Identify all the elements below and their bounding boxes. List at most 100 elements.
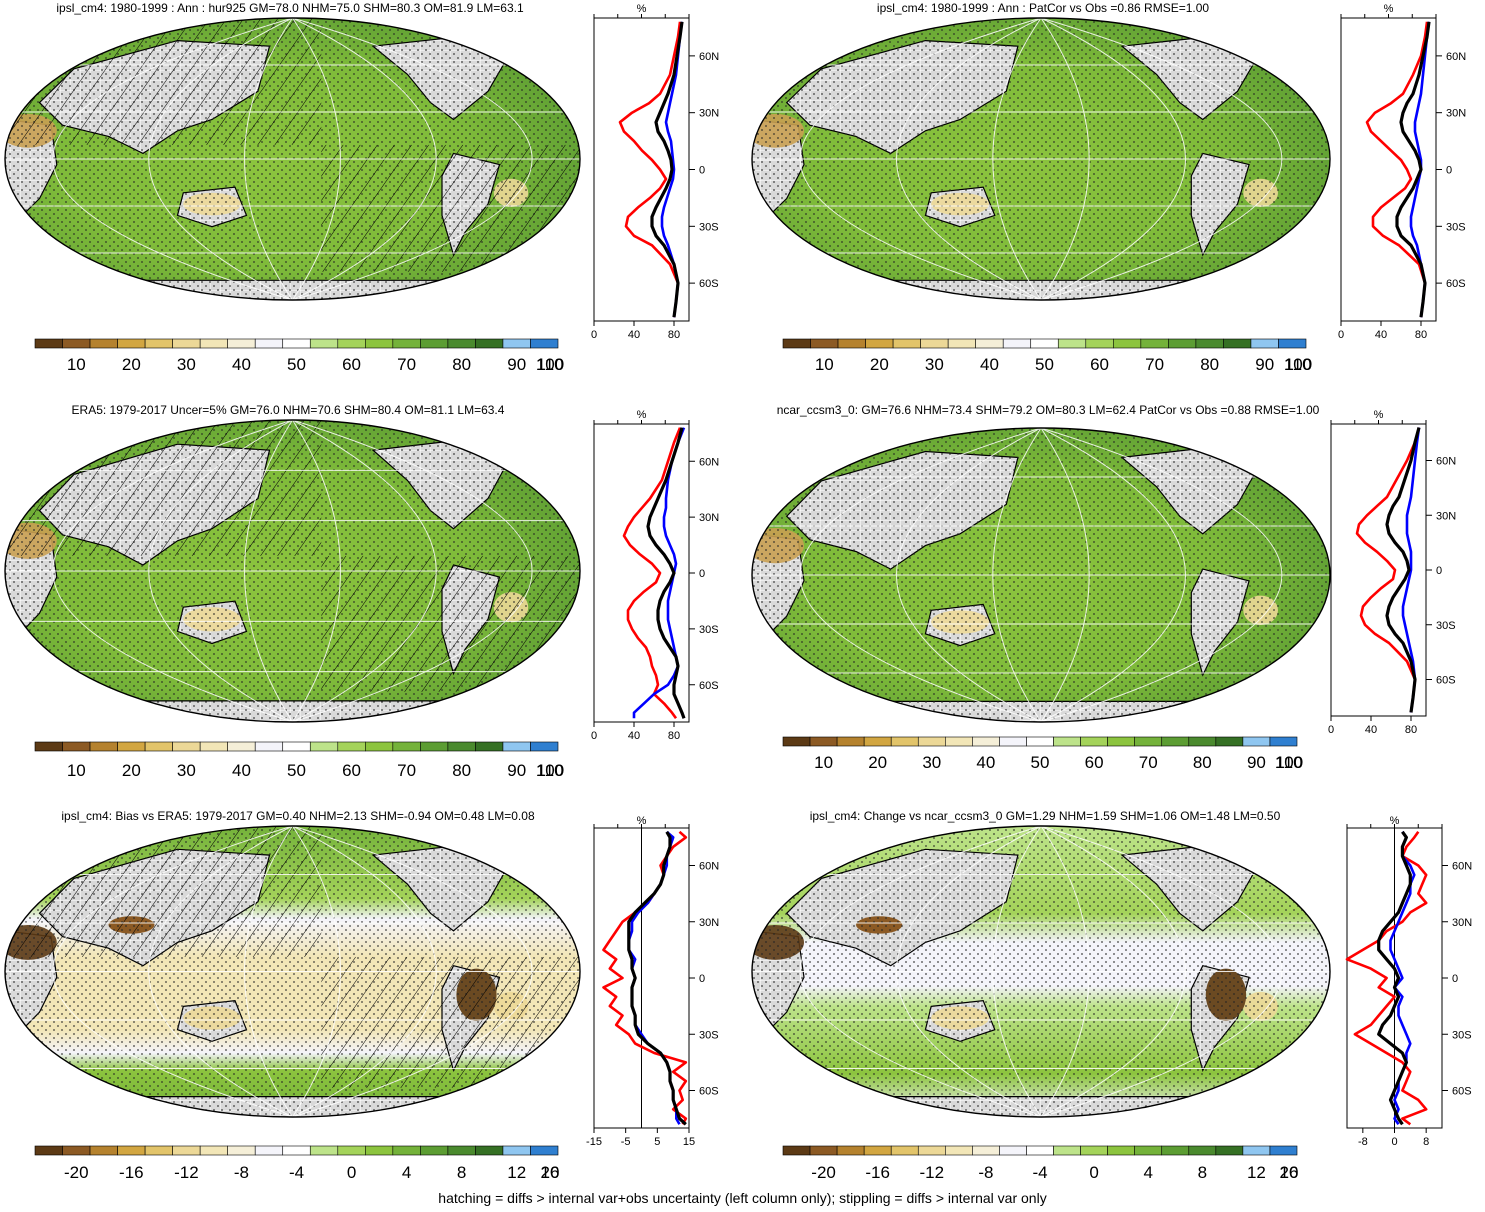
colorbar-label: 12: [507, 1163, 526, 1182]
colorbar-swatch: [782, 338, 811, 349]
colorbar-label: 8: [457, 1163, 466, 1182]
colorbar-label: 12: [1247, 1163, 1266, 1182]
profile-series: [1355, 427, 1421, 713]
colorbar-swatch: [420, 741, 449, 752]
colorbar-swatch: [172, 338, 201, 349]
colorbar-label: 40: [232, 355, 251, 374]
colorbar-swatch: [1195, 338, 1224, 349]
colorbar-label: 110: [1284, 355, 1311, 374]
panel-ipsl-mean: ipsl_cm4: 1980-1999 : Ann : hur925 GM=78…: [4, 1, 719, 374]
panel-title: ipsl_cm4: Bias vs ERA5: 1979-2017 GM=0.4…: [61, 809, 535, 823]
meridian: [292, 18, 341, 300]
y-tick-label: 60S: [699, 1086, 719, 1098]
profile-plot: % -15 -5 5 15 60N 30N 0 30S 60S: [586, 815, 719, 1148]
meridian: [244, 420, 293, 722]
y-tick-label: 30S: [1446, 221, 1466, 233]
colorbar-swatch: [475, 338, 504, 349]
colorbar-swatch: [502, 741, 531, 752]
colorbar-swatch: [420, 1145, 449, 1156]
colorbar-label: 0: [347, 1163, 356, 1182]
colorbar-swatch: [420, 338, 449, 349]
colorbar-swatch: [117, 741, 146, 752]
colorbar-swatch: [1057, 338, 1087, 349]
meridian: [292, 18, 533, 300]
x-tick-label: 0: [1328, 724, 1334, 736]
colorbar-swatch: [999, 1145, 1027, 1156]
profile-plot: % 0 40 80 60N 30N 0 30S 60S: [591, 409, 719, 742]
y-tick-label: 60N: [1446, 51, 1466, 63]
colorbar-label: 60: [342, 761, 361, 780]
y-tick-label: 60N: [1436, 456, 1456, 468]
colorbar-swatch: [447, 338, 476, 349]
y-tick-label: 60S: [1436, 675, 1456, 687]
y-tick-label: 30N: [699, 512, 719, 524]
x-tick-label: 0: [591, 730, 597, 742]
panel-title: ipsl_cm4: 1980-1999 : Ann : PatCor vs Ob…: [877, 1, 1210, 15]
meridian: [292, 826, 437, 1117]
profile-plot: % -8 0 8 60N 30N 0 30S 60S: [1345, 815, 1472, 1148]
panel-title: ipsl_cm4: Change vs ncar_ccsm3_0 GM=1.29…: [810, 809, 1281, 823]
profile-series: [1401, 427, 1421, 713]
profile-plot: % 0 40 80 60N 30N 0 30S 60S: [1338, 3, 1466, 341]
x-tick-label: 0: [1391, 1136, 1397, 1148]
colorbar-label: -12: [174, 1163, 199, 1182]
panel-title: ncar_ccsm3_0: GM=76.6 NHM=73.4 SHM=79.2 …: [777, 403, 1320, 417]
colorbar-swatch: [227, 338, 256, 349]
land-greenland: [510, 425, 553, 464]
graticule: [752, 428, 1330, 722]
colorbar-label: -8: [978, 1163, 993, 1182]
meridian: [292, 18, 437, 300]
colorbar-swatch: [945, 736, 973, 747]
colorbar-swatch: [144, 1145, 173, 1156]
colorbar-swatch: [1134, 1145, 1163, 1156]
x-tick-label: 0: [1338, 329, 1344, 341]
colorbar-swatch: [365, 338, 394, 349]
colorbar-swatch: [809, 736, 838, 747]
colorbar-label: 20: [541, 1163, 560, 1182]
meridian: [799, 826, 1042, 1117]
meridian: [1040, 18, 1186, 300]
colorbar-swatch: [89, 741, 118, 752]
colorbar-label: 30: [177, 355, 196, 374]
map-ncar-mean: [752, 428, 1330, 722]
meridian: [52, 826, 293, 1117]
y-tick-label: 30S: [1436, 620, 1456, 632]
meridian: [1040, 826, 1283, 1117]
x-tick-label: 15: [683, 1136, 695, 1148]
colorbar-swatch: [254, 741, 284, 752]
colorbar-swatch: [945, 1145, 973, 1156]
colorbar-label: 100: [1284, 355, 1312, 374]
colorbar-label: -4: [289, 1163, 304, 1182]
colorbar-label: 50: [287, 761, 306, 780]
colorbar-label: 0: [1089, 1163, 1098, 1182]
panel-era5-mean: ERA5: 1979-2017 Uncer=5% GM=76.0 NHM=70.…: [4, 403, 719, 780]
footer-note: hatching = diffs > internal var+obs unce…: [438, 1190, 1047, 1206]
colorbar-swatch: [865, 338, 894, 349]
profile-series: [622, 427, 682, 720]
colorbar-swatch: [1026, 1145, 1054, 1156]
meridian: [292, 420, 437, 722]
profile-series: [1385, 427, 1421, 713]
colorbar-label: 20: [1280, 1163, 1299, 1182]
meridian: [992, 428, 1042, 722]
map-outline: [4, 419, 581, 723]
x-tick-label: -15: [586, 1136, 602, 1148]
x-tick-label: 80: [1405, 724, 1417, 736]
x-tick-label: 40: [1375, 329, 1387, 341]
y-tick-label: 30S: [699, 1029, 719, 1041]
profile-xlabel: %: [637, 409, 647, 421]
meridian: [292, 826, 533, 1117]
colorbar-swatch: [920, 338, 949, 349]
meridian: [148, 420, 293, 722]
colorbar-swatch: [172, 1145, 201, 1156]
colorbar-swatch: [836, 1145, 865, 1156]
panel-ncar-mean: ncar_ccsm3_0: GM=76.6 NHM=73.4 SHM=79.2 …: [751, 403, 1456, 772]
colorbar-swatch: [62, 741, 91, 752]
colorbar-swatch: [1085, 338, 1114, 349]
colorbar-swatch: [1134, 736, 1163, 747]
colorbar-swatch: [254, 1145, 284, 1156]
